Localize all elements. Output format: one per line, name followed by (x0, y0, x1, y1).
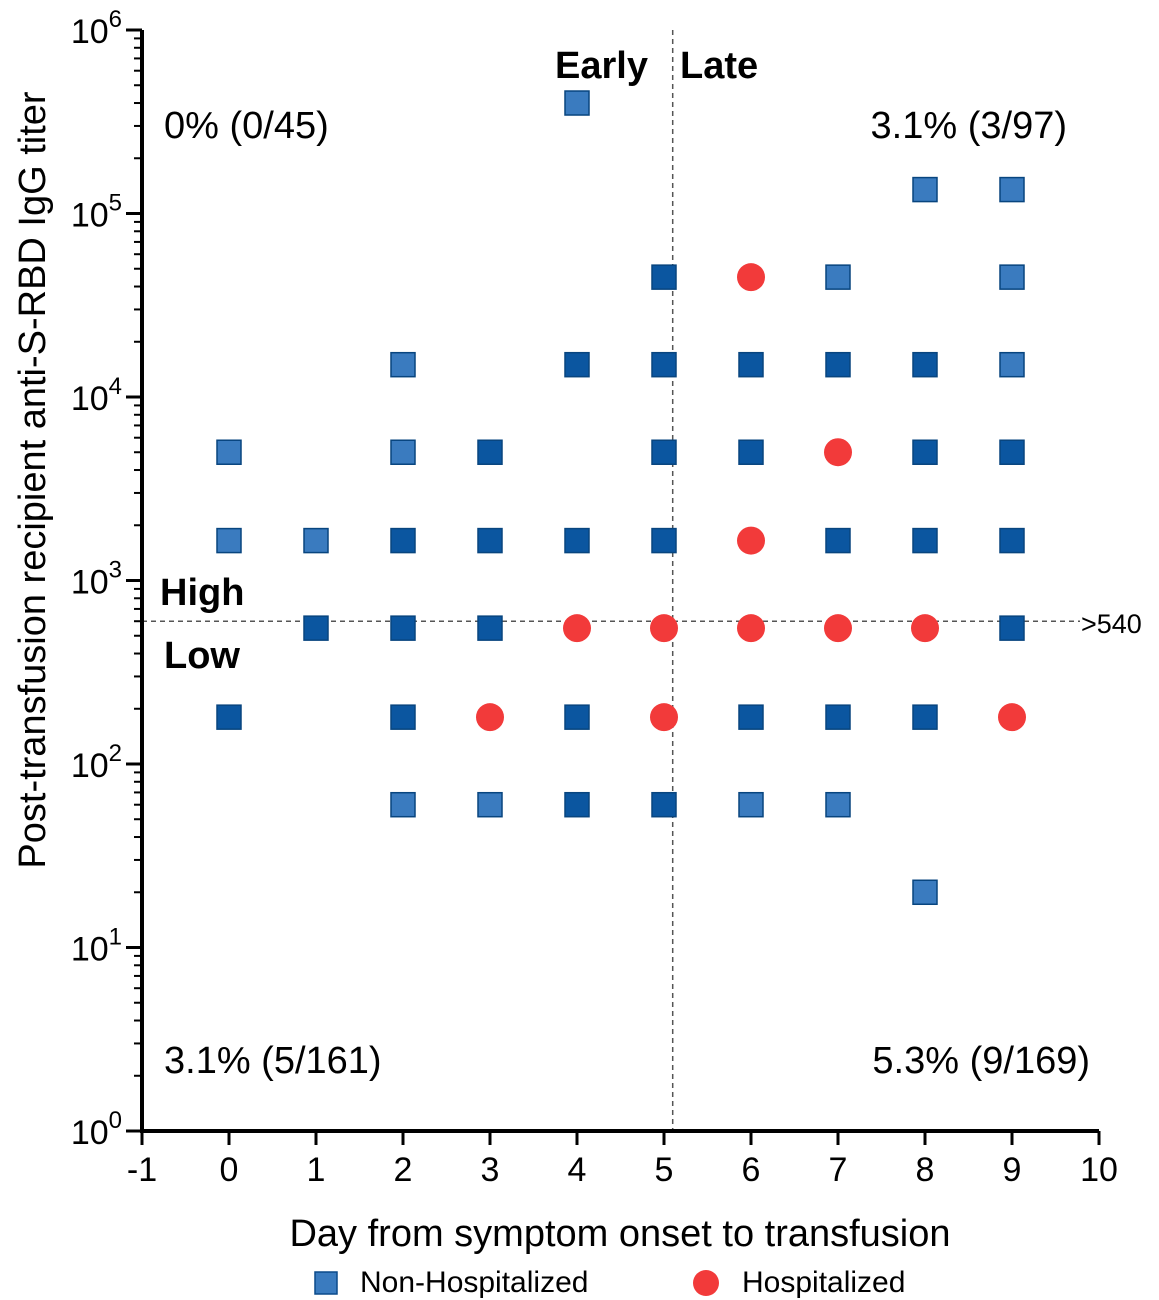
reference-lines (142, 30, 1080, 1131)
non-hospitalized-point (999, 615, 1025, 641)
non-hospitalized-point (999, 351, 1025, 378)
non-hospitalized-point (477, 527, 503, 554)
non-hospitalized-point (477, 791, 503, 818)
y-tick-label: 100 (71, 1107, 122, 1152)
non-hospitalized-point (912, 879, 938, 906)
non-hospitalized-point (738, 791, 764, 818)
non-hospitalized-point (999, 439, 1025, 465)
legend: Non-Hospitalized Hospitalized (314, 1266, 905, 1299)
non-hospitalized-point (390, 704, 416, 730)
non-hospitalized-point (390, 439, 416, 465)
non-hospitalized-point (216, 439, 242, 465)
hospitalized-point (737, 526, 765, 555)
threshold-label: >540 (1081, 609, 1142, 639)
non-hospitalized-point (651, 264, 677, 290)
y-ticks: 100 101 102 103 104 105 106 (71, 6, 142, 1152)
non-hospitalized-point (825, 791, 851, 818)
hospitalized-point (476, 703, 504, 732)
non-hospitalized-point (651, 439, 677, 465)
non-hospitalized-point (738, 439, 764, 465)
y-tick-label: 104 (71, 373, 122, 418)
non-hospitalized-point (912, 176, 938, 203)
x-tick-label: 8 (916, 1151, 935, 1189)
annotation-bottom-right: 5.3% (9/169) (872, 1040, 1090, 1082)
non-hospitalized-point (651, 527, 677, 554)
low-label: Low (164, 635, 240, 677)
non-hospitalized-point (564, 791, 590, 818)
hospitalized-point (824, 438, 852, 467)
non-hospitalized-point (390, 527, 416, 554)
y-tick-label: 106 (71, 6, 122, 51)
legend-label-non-hospitalized: Non-Hospitalized (360, 1266, 588, 1299)
x-tick-label: 9 (1003, 1151, 1022, 1189)
axes: -1 0 1 2 3 4 5 6 7 8 9 10 100 101 102 103 104 105 106 (71, 6, 1118, 1189)
non-hospitalized-point (825, 264, 851, 290)
non-hospitalized-point (564, 90, 590, 116)
hospitalized-point (650, 703, 678, 732)
legend-marker-hospitalized (693, 1270, 719, 1296)
y-tick-label: 101 (71, 924, 122, 969)
y-tick-label: 105 (71, 190, 122, 235)
early-label: Early (555, 45, 648, 87)
non-hospitalized-point (651, 351, 677, 378)
y-axis-label: Post-transfusion recipient anti-S-RBD Ig… (12, 91, 54, 869)
x-tick-label: 7 (829, 1151, 848, 1189)
hospitalized-point (737, 263, 765, 292)
annotation-top-right: 3.1% (3/97) (871, 105, 1067, 147)
hospitalized-point (998, 703, 1026, 732)
non-hospitalized-point (912, 439, 938, 465)
non-hospitalized-point (303, 527, 329, 554)
x-tick-label: 0 (220, 1151, 239, 1189)
non-hospitalized-point (303, 615, 329, 641)
high-label: High (160, 572, 244, 614)
non-hospitalized-point (999, 264, 1025, 290)
hospitalized-point (650, 614, 678, 643)
non-hospitalized-point (390, 615, 416, 641)
x-tick-label: 1 (307, 1151, 326, 1189)
y-tick-label: 103 (71, 557, 122, 602)
non-hospitalized-point (999, 176, 1025, 203)
annotation-bottom-left: 3.1% (5/161) (164, 1040, 382, 1082)
non-hospitalized-point (738, 351, 764, 378)
hospitalized-point (737, 614, 765, 643)
y-tick-label: 102 (71, 740, 122, 785)
late-label: Late (680, 45, 758, 87)
x-tick-label: -1 (127, 1151, 157, 1189)
non-hospitalized-point (825, 351, 851, 378)
non-hospitalized-point (564, 527, 590, 554)
legend-marker-non-hospitalized (314, 1271, 338, 1295)
hospitalized-point (563, 614, 591, 643)
non-hospitalized-point (825, 704, 851, 730)
x-tick-label: 2 (394, 1151, 413, 1189)
non-hospitalized-point (912, 351, 938, 378)
x-tick-label: 6 (742, 1151, 761, 1189)
non-hospitalized-point (477, 615, 503, 641)
hospitalized-point (824, 614, 852, 643)
non-hospitalized-point (390, 791, 416, 818)
legend-label-hospitalized: Hospitalized (742, 1266, 905, 1299)
non-hospitalized-point (651, 791, 677, 818)
hospitalized-point (911, 614, 939, 643)
non-hospitalized-point (738, 704, 764, 730)
annotation-top-left: 0% (0/45) (164, 105, 329, 147)
x-ticks: -1 0 1 2 3 4 5 6 7 8 9 10 (127, 1131, 1118, 1189)
non-hospitalized-point (564, 351, 590, 378)
non-hospitalized-point (999, 527, 1025, 554)
x-tick-label: 10 (1080, 1151, 1118, 1189)
x-tick-label: 4 (568, 1151, 587, 1189)
x-tick-label: 3 (481, 1151, 500, 1189)
non-hospitalized-point (390, 351, 416, 378)
x-axis-label: Day from symptom onset to transfusion (289, 1213, 950, 1255)
non-hospitalized-point (825, 527, 851, 554)
non-hospitalized-point (564, 704, 590, 730)
x-tick-label: 5 (655, 1151, 674, 1189)
non-hospitalized-point (216, 527, 242, 554)
non-hospitalized-point (912, 704, 938, 730)
non-hospitalized-point (912, 527, 938, 554)
non-hospitalized-point (216, 704, 242, 730)
non-hospitalized-point (477, 439, 503, 465)
data-points (216, 90, 1026, 906)
